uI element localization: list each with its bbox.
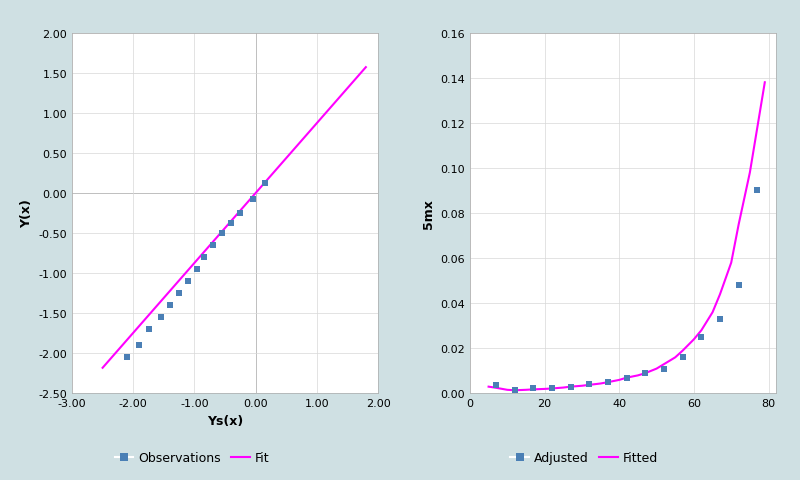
Point	[508, 386, 521, 394]
Point	[215, 230, 228, 238]
Point	[198, 254, 210, 262]
Point	[564, 383, 577, 391]
Point	[583, 381, 596, 388]
Point	[602, 379, 614, 386]
Point	[182, 278, 194, 286]
Point	[246, 196, 259, 204]
Y-axis label: Y(x): Y(x)	[20, 199, 33, 228]
Point	[490, 381, 502, 389]
Point	[714, 315, 726, 323]
Point	[154, 314, 167, 322]
Point	[639, 370, 652, 377]
Point	[546, 384, 558, 392]
Point	[142, 326, 155, 334]
Point	[751, 187, 764, 195]
Point	[732, 282, 745, 289]
Point	[206, 242, 219, 250]
Point	[258, 180, 271, 188]
X-axis label: Ys(x): Ys(x)	[207, 414, 243, 427]
Point	[163, 302, 176, 310]
Legend: Observations, Fit: Observations, Fit	[110, 446, 274, 469]
Point	[121, 354, 134, 361]
Point	[225, 220, 238, 228]
Point	[191, 266, 204, 274]
Point	[133, 342, 146, 349]
Point	[658, 365, 670, 372]
Point	[620, 374, 633, 382]
Point	[695, 334, 708, 341]
Legend: Adjusted, Fitted: Adjusted, Fitted	[506, 446, 662, 469]
Point	[676, 354, 689, 361]
Point	[527, 385, 540, 393]
Point	[234, 210, 246, 217]
Y-axis label: 5mx: 5mx	[422, 199, 434, 228]
Point	[173, 290, 186, 298]
